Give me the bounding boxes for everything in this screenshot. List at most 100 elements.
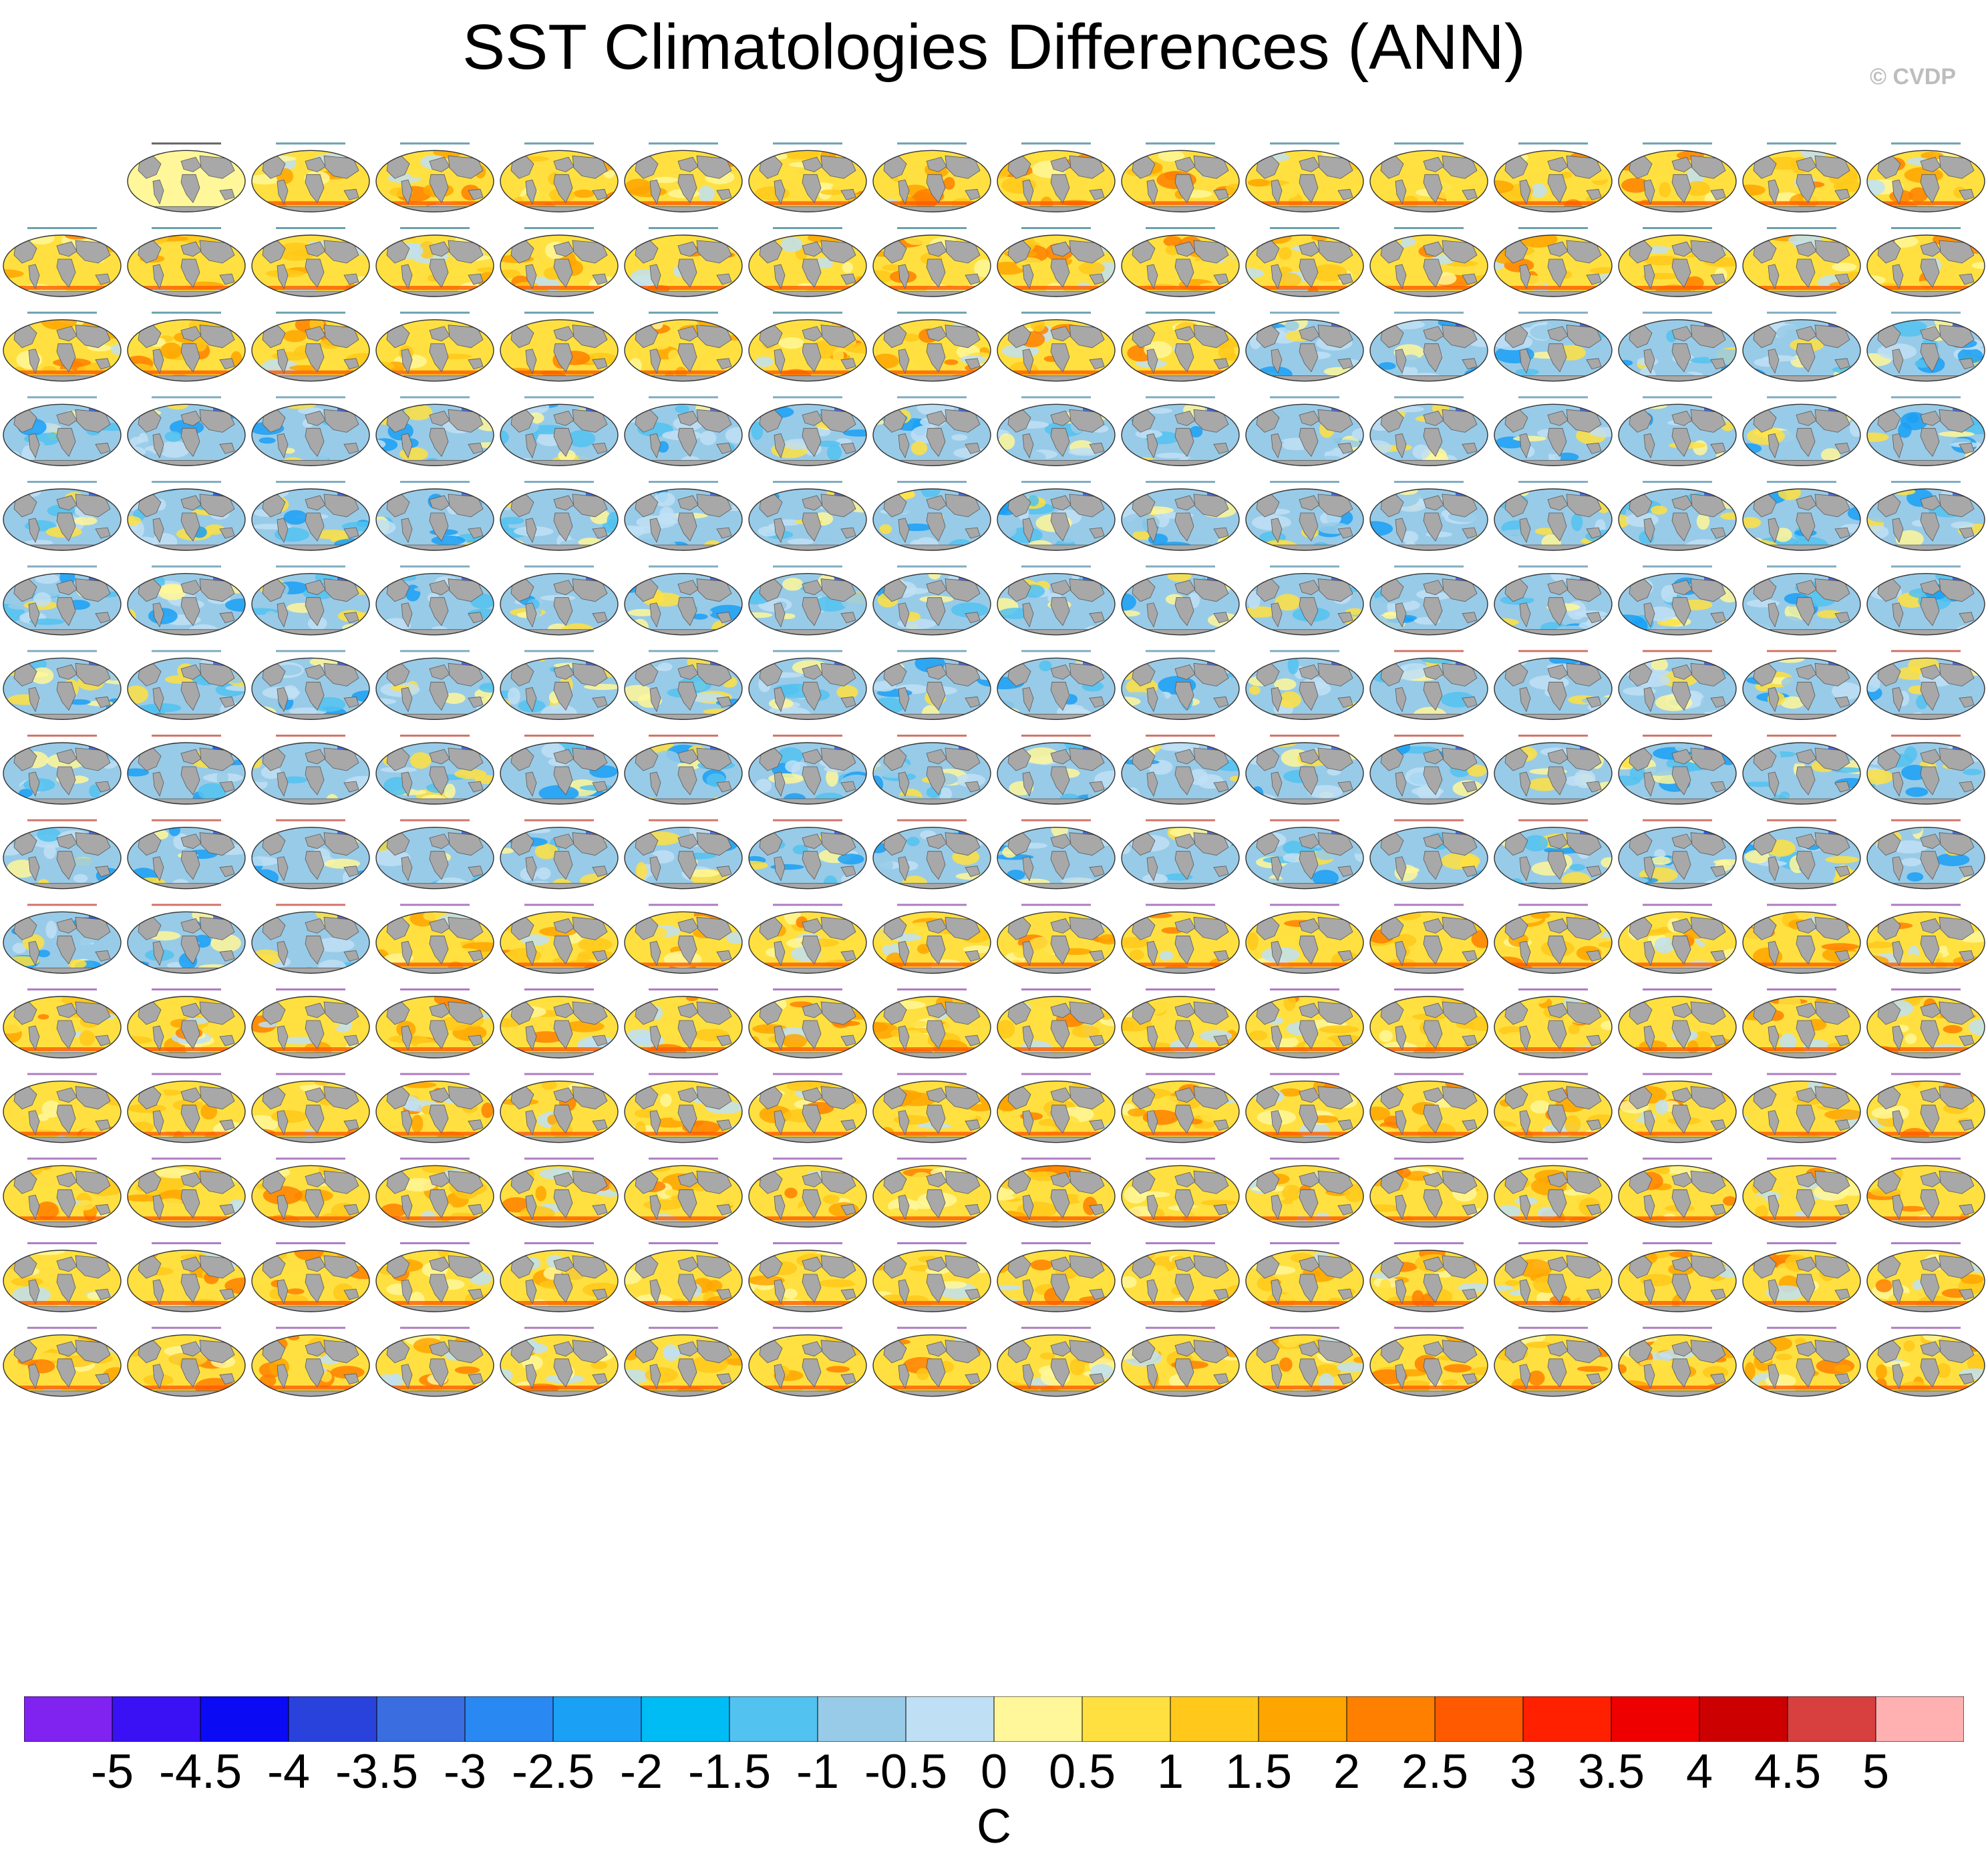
panel-grid — [3, 142, 1985, 1397]
panel-label — [1270, 1242, 1339, 1244]
panel-label — [1767, 396, 1836, 399]
panel-label — [1394, 1157, 1464, 1160]
panel-label — [773, 904, 842, 906]
panel-label — [1021, 904, 1091, 906]
panel-label — [1891, 1073, 1961, 1075]
panel-label — [1518, 1073, 1588, 1075]
map-panel — [1121, 1326, 1240, 1397]
panel-label — [1767, 311, 1836, 314]
map-panel — [1369, 227, 1488, 297]
map-panel — [1369, 819, 1488, 890]
map-panel — [1245, 735, 1364, 805]
panel-label — [1643, 227, 1712, 229]
map-panel — [3, 1073, 122, 1143]
map-panel — [1121, 396, 1240, 467]
panel-label — [773, 1157, 842, 1160]
colorbar-tick-label: -2.5 — [511, 1745, 595, 1799]
map-panel — [1742, 1073, 1861, 1143]
panel-label — [276, 481, 345, 483]
panel-label — [1021, 227, 1091, 229]
panel-label — [1518, 142, 1588, 145]
panel-label — [1767, 819, 1836, 821]
panel-label — [1394, 565, 1464, 568]
panel-label — [1518, 1242, 1588, 1244]
panel-label — [773, 396, 842, 399]
panel-label — [897, 565, 967, 568]
panel-label — [649, 650, 718, 653]
map-panel — [1742, 311, 1861, 382]
panel-label — [1021, 1073, 1091, 1075]
map-panel — [1742, 735, 1861, 805]
map-panel — [1121, 227, 1240, 297]
colorbar-tick-label: 4.5 — [1754, 1745, 1822, 1799]
map-panel — [1369, 565, 1488, 636]
panel-label — [1394, 142, 1464, 145]
map-panel — [748, 988, 867, 1059]
panel-label — [649, 227, 718, 229]
panel-label — [1146, 1073, 1215, 1075]
panel-label — [1643, 396, 1712, 399]
map-panel — [127, 650, 246, 721]
panel-label — [1767, 1157, 1836, 1160]
panel-label — [1021, 142, 1091, 145]
panel-label — [1270, 481, 1339, 483]
panel-label — [524, 1157, 594, 1160]
panel-label — [1270, 396, 1339, 399]
map-panel — [1494, 1242, 1613, 1312]
colorbar-tick-label: 3.5 — [1577, 1745, 1645, 1799]
panel-label — [1891, 396, 1961, 399]
panel-label — [1767, 1326, 1836, 1329]
map-panel — [375, 650, 494, 721]
map-panel — [872, 311, 991, 382]
map-panel — [748, 819, 867, 890]
colorbar-swatch — [376, 1696, 466, 1742]
map-panel — [1369, 1157, 1488, 1228]
map-panel — [1121, 988, 1240, 1059]
map-panel — [1245, 227, 1364, 297]
colorbar-swatch — [464, 1696, 554, 1742]
panel-label — [152, 565, 221, 568]
panel-label — [1146, 735, 1215, 737]
map-panel — [1494, 1157, 1613, 1228]
map-panel — [1245, 1242, 1364, 1312]
map-panel — [1494, 904, 1613, 974]
map-panel — [127, 819, 246, 890]
panel-label — [1146, 1242, 1215, 1244]
map-panel — [375, 481, 494, 551]
panel-label — [276, 650, 345, 653]
map-panel — [1742, 1157, 1861, 1228]
panel-label — [1767, 142, 1836, 145]
map-panel — [624, 1073, 743, 1143]
map-panel — [1742, 1326, 1861, 1397]
map-panel — [1866, 988, 1985, 1059]
map-panel — [748, 1242, 867, 1312]
panel-label — [1643, 481, 1712, 483]
map-panel — [251, 311, 370, 382]
map-panel — [1866, 819, 1985, 890]
panel-label — [1643, 988, 1712, 990]
map-panel — [1618, 565, 1737, 636]
colorbar-tick-label: -1 — [796, 1745, 840, 1799]
panel-label — [1394, 481, 1464, 483]
panel-label — [400, 819, 470, 821]
map-panel — [997, 988, 1116, 1059]
colorbar-swatch — [1434, 1696, 1524, 1742]
panel-label — [1270, 565, 1339, 568]
panel-label — [400, 1073, 470, 1075]
panel-label — [400, 565, 470, 568]
panel-label — [524, 735, 594, 737]
panel-label — [1394, 396, 1464, 399]
map-panel — [375, 1242, 494, 1312]
map-panel — [3, 1242, 122, 1312]
map-panel — [375, 1157, 494, 1228]
colorbar-tick-label: -4 — [267, 1745, 311, 1799]
map-panel — [1742, 227, 1861, 297]
panel-label — [400, 988, 470, 990]
map-panel — [500, 227, 619, 297]
map-panel — [1369, 1326, 1488, 1397]
map-panel — [1121, 650, 1240, 721]
map-panel — [251, 988, 370, 1059]
panel-label — [1021, 1242, 1091, 1244]
map-panel — [624, 988, 743, 1059]
map-panel — [127, 227, 246, 297]
